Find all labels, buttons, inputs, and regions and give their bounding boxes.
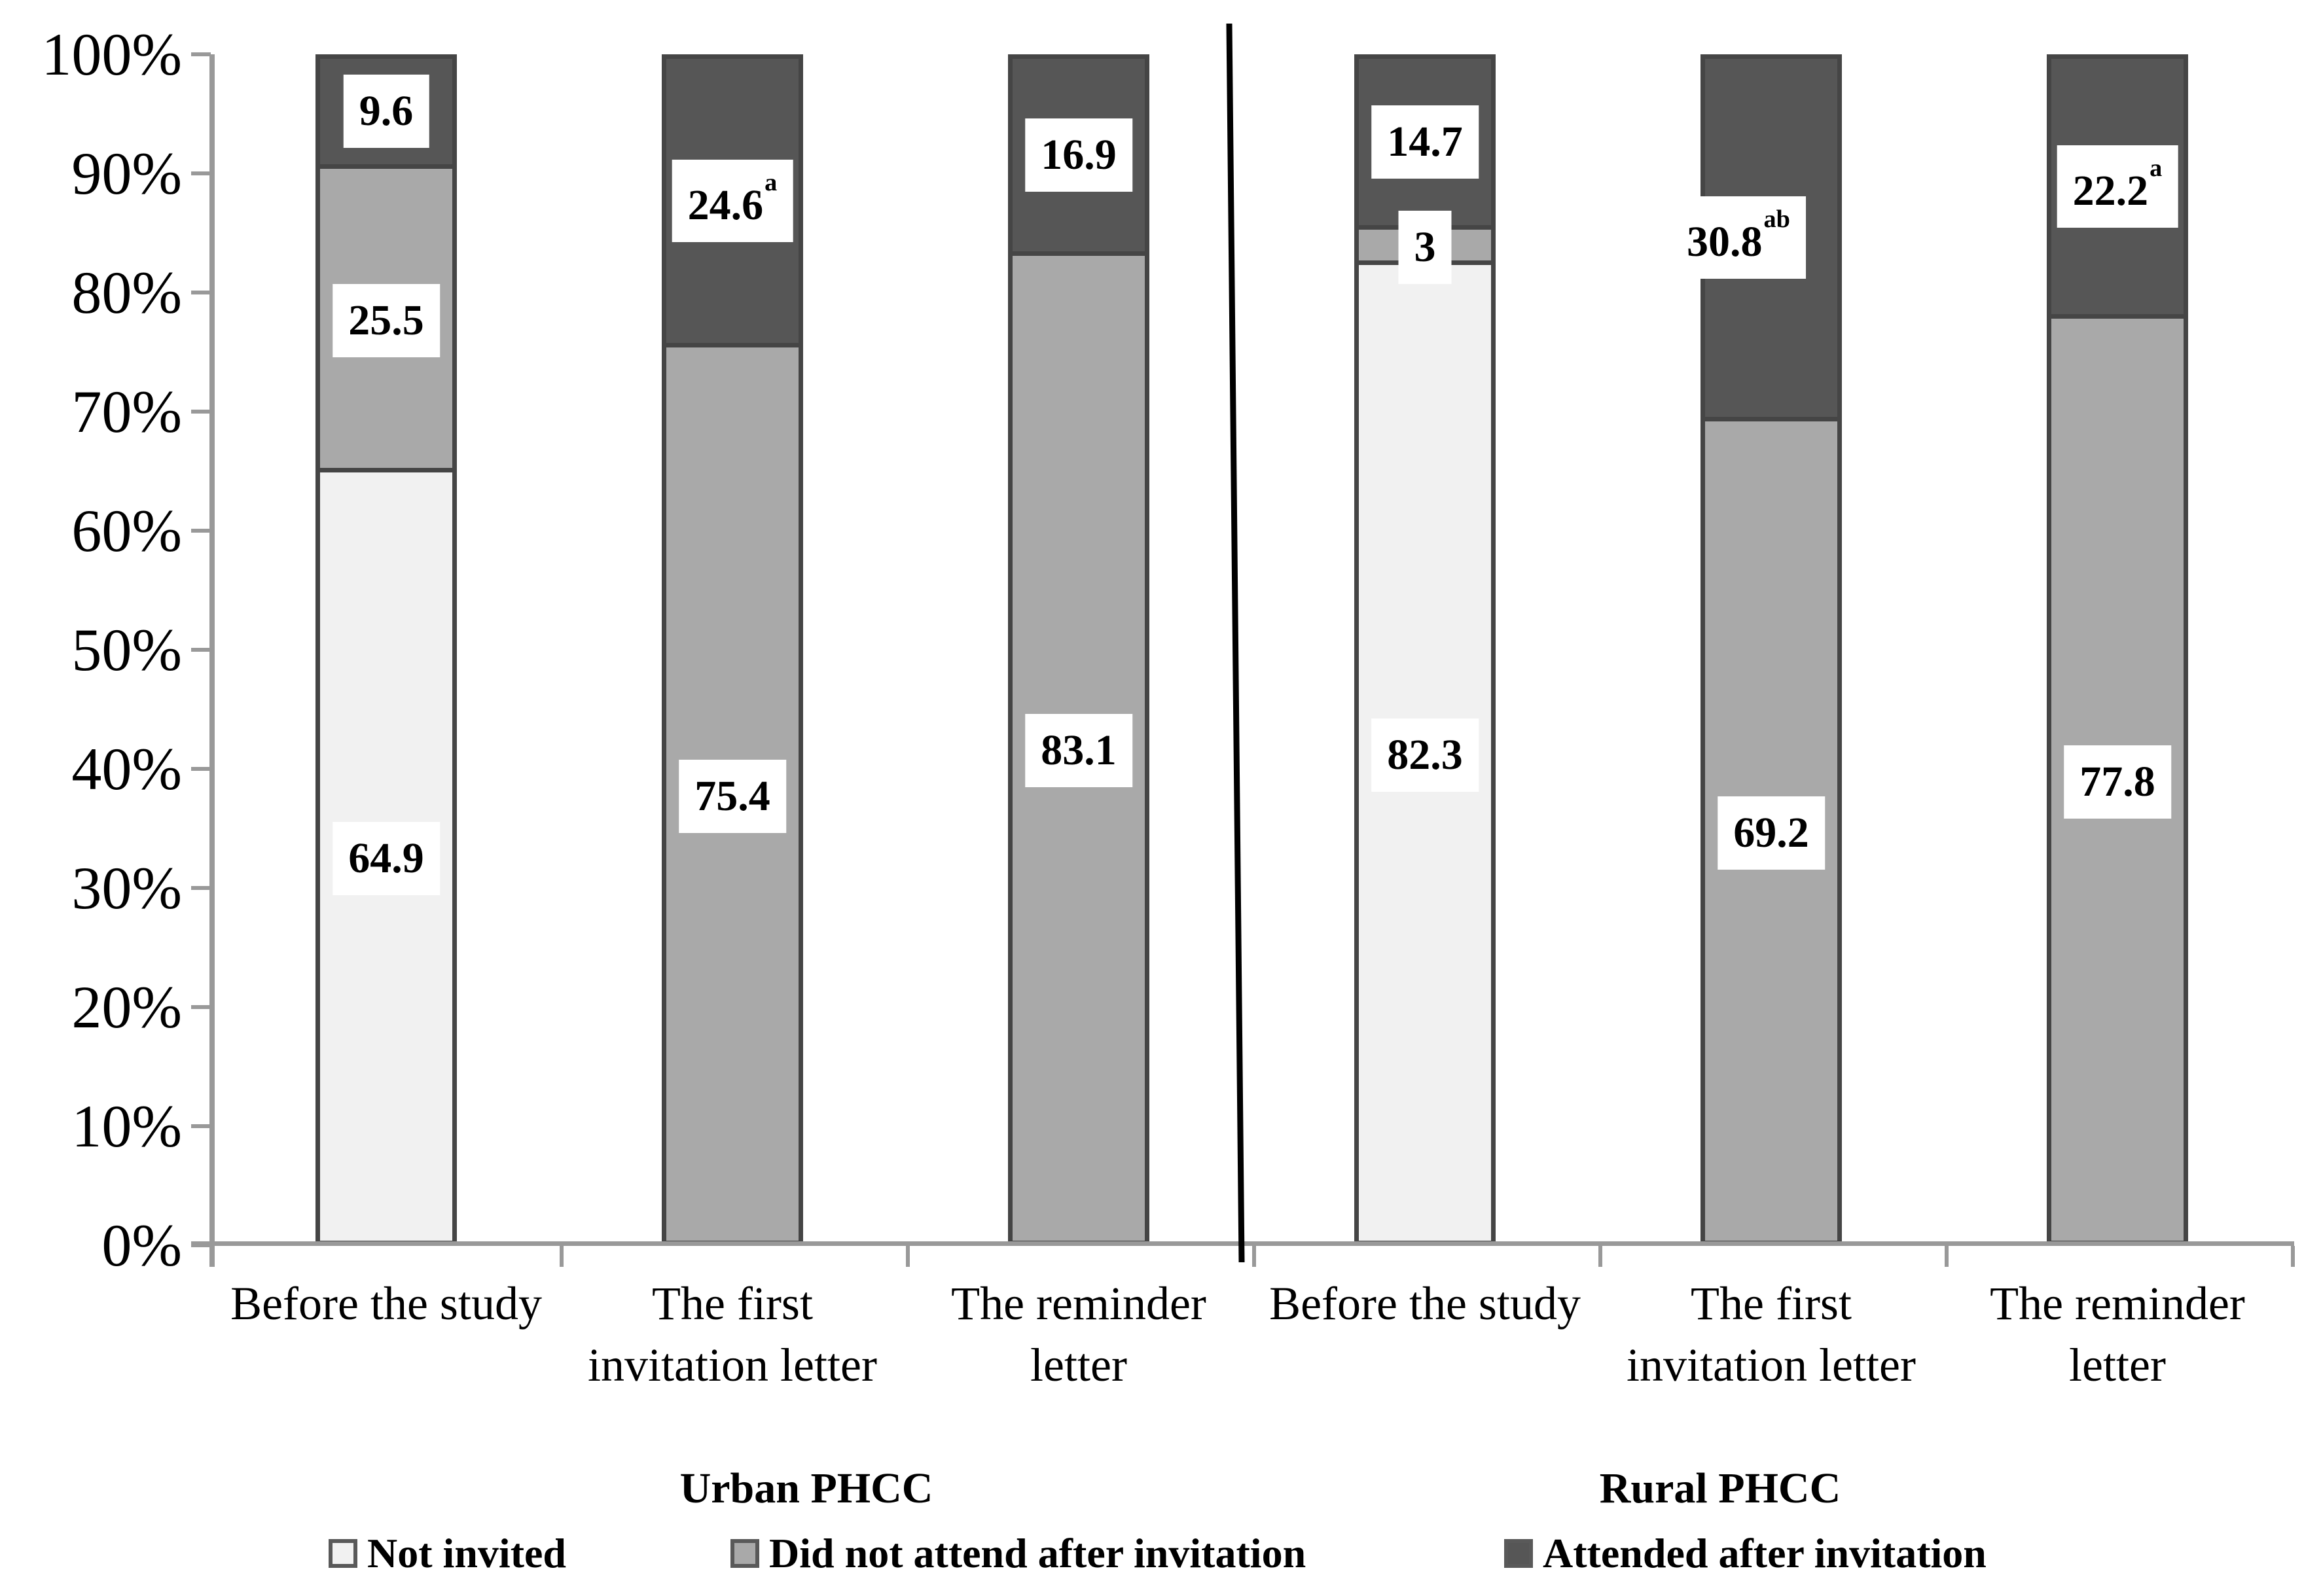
legend-swatch-not-invited: [329, 1539, 357, 1568]
data-label: 25.5: [333, 283, 440, 357]
y-axis-tick: [191, 767, 211, 771]
x-axis-tick: [2291, 1246, 2295, 1267]
legend-label: Attended after invitation: [1543, 1530, 1987, 1576]
data-label: 83.1: [1025, 713, 1132, 787]
y-axis-tick: [191, 52, 211, 56]
y-axis-tick: [191, 886, 211, 890]
legend-swatch-did-not-attend: [730, 1539, 759, 1568]
group-title-urban: Urban PHCC: [679, 1464, 933, 1512]
data-label: 22.2a: [2057, 145, 2178, 228]
y-axis-tick-label: 80%: [71, 259, 182, 326]
y-axis-tick: [191, 648, 211, 652]
x-axis-tick: [1598, 1246, 1602, 1267]
data-label: 30.8ab: [1671, 196, 1806, 279]
legend-item-did-not-attend: Did not attend after invitation: [730, 1530, 1306, 1577]
category-label: The first invitation letter: [1627, 1277, 1916, 1391]
x-axis-tick: [1252, 1246, 1256, 1267]
data-label: 24.6a: [672, 159, 793, 242]
y-axis-tick-label: 40%: [71, 736, 182, 802]
x-axis-line: [191, 1241, 2294, 1246]
legend-item-not-invited: Not invited: [329, 1530, 566, 1577]
y-axis-tick-label: 100%: [41, 21, 182, 88]
data-label: 16.9: [1025, 118, 1132, 192]
y-axis-tick-label: 90%: [71, 140, 182, 207]
category-label: The first invitation letter: [588, 1277, 877, 1391]
y-axis-tick: [191, 171, 211, 175]
y-axis-tick-label: 10%: [71, 1093, 182, 1160]
y-axis-tick: [191, 529, 211, 533]
data-label: 14.7: [1371, 105, 1479, 179]
data-label: 69.2: [1718, 796, 1825, 870]
y-axis-tick-label: 30%: [71, 855, 182, 921]
legend-item-attended: Attended after invitation: [1504, 1530, 1987, 1577]
category-label: Before the study: [1269, 1277, 1581, 1330]
y-axis-tick: [191, 410, 211, 414]
y-axis-tick-label: 70%: [71, 378, 182, 445]
data-label: 64.9: [333, 822, 440, 896]
legend-swatch-attended: [1504, 1539, 1533, 1568]
significance-superscript: a: [765, 168, 778, 196]
x-axis-tick: [906, 1246, 910, 1267]
category-label: The reminder letter: [1990, 1277, 2245, 1391]
legend-label: Not invited: [367, 1530, 566, 1576]
data-label: 77.8: [2064, 745, 2171, 819]
data-label: 3: [1398, 210, 1452, 284]
y-axis-tick: [191, 1005, 211, 1009]
y-axis-tick-label: 20%: [71, 974, 182, 1040]
y-axis-tick-label: 50%: [71, 616, 182, 683]
category-label: The reminder letter: [951, 1277, 1206, 1391]
legend-label: Did not attend after invitation: [769, 1530, 1306, 1576]
category-label: Before the study: [230, 1277, 542, 1330]
y-axis-tick-label: 60%: [71, 497, 182, 564]
y-axis-tick-label: 0%: [101, 1212, 182, 1279]
group-title-rural: Rural PHCC: [1599, 1464, 1841, 1512]
data-label: 75.4: [679, 759, 786, 833]
y-axis-tick: [191, 291, 211, 294]
significance-superscript: a: [2150, 154, 2163, 182]
data-label: 9.6: [343, 75, 429, 149]
y-axis-tick: [191, 1124, 211, 1128]
significance-superscript: ab: [1763, 205, 1790, 234]
x-axis-tick: [560, 1246, 564, 1267]
x-axis-tick: [1945, 1246, 1949, 1267]
data-label: 82.3: [1371, 718, 1479, 792]
y-axis-line: [209, 54, 215, 1267]
